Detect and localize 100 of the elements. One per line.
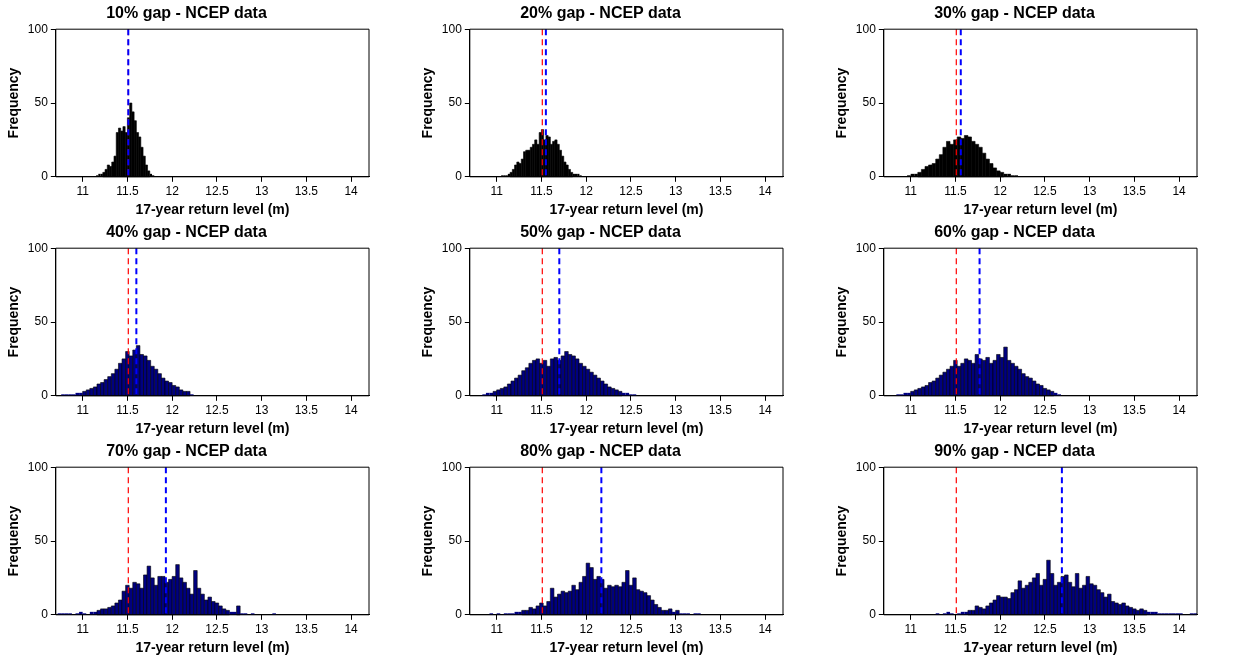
x-tick-label: 11 xyxy=(904,622,918,637)
x-axis-title: 17-year return level (m) xyxy=(135,201,290,218)
x-tick-label: 13.5 xyxy=(708,622,733,637)
x-tick-label: 14 xyxy=(1172,622,1187,637)
y-tick-label: 100 xyxy=(27,459,49,474)
x-tick-label: 14 xyxy=(1172,184,1187,199)
x-tick-label: 11.5 xyxy=(530,184,553,199)
x-tick-label: 11.5 xyxy=(116,403,139,418)
y-tick-label: 100 xyxy=(855,21,877,36)
y-tick-label: 50 xyxy=(862,95,877,110)
x-tick-label: 12 xyxy=(165,403,180,418)
x-tick-label: 13.5 xyxy=(1122,622,1147,637)
x-tick-label: 12.5 xyxy=(1033,184,1057,199)
chart-title: 10% gap - NCEP data xyxy=(106,4,267,22)
x-tick-label: 14 xyxy=(758,403,773,418)
y-tick-label: 50 xyxy=(448,95,463,110)
x-tick-label: 12 xyxy=(993,622,1008,637)
y-axis-title: Frequency xyxy=(5,505,22,577)
x-tick-label: 11.5 xyxy=(530,403,553,418)
y-tick-label: 50 xyxy=(862,533,877,548)
x-tick-label: 13 xyxy=(668,403,683,418)
y-tick-label: 0 xyxy=(869,388,877,403)
y-tick-label: 0 xyxy=(455,388,463,403)
y-tick-label: 100 xyxy=(27,240,49,255)
x-tick-label: 14 xyxy=(344,403,359,418)
x-tick-label: 13.5 xyxy=(1122,403,1147,418)
x-tick-label: 13 xyxy=(254,184,269,199)
x-tick-label: 13.5 xyxy=(294,184,319,199)
chart-title: 70% gap - NCEP data xyxy=(106,442,267,460)
y-tick-label: 0 xyxy=(41,607,49,622)
x-axis-title: 17-year return level (m) xyxy=(549,420,704,437)
x-tick-label: 13 xyxy=(668,184,683,199)
x-tick-label: 13.5 xyxy=(294,403,319,418)
x-axis-title: 17-year return level (m) xyxy=(135,420,290,437)
x-tick-label: 13 xyxy=(1082,184,1097,199)
x-tick-label: 12.5 xyxy=(205,622,229,637)
y-tick-label: 100 xyxy=(441,21,463,36)
y-axis-title: Frequency xyxy=(833,505,850,577)
x-tick-label: 11.5 xyxy=(116,622,139,637)
x-tick-label: 12 xyxy=(165,184,180,199)
x-tick-label: 11.5 xyxy=(944,184,967,199)
x-tick-label: 13 xyxy=(668,622,683,637)
x-tick-label: 12 xyxy=(579,622,594,637)
y-tick-label: 0 xyxy=(455,607,463,622)
y-tick-label: 100 xyxy=(441,240,463,255)
chart-title: 80% gap - NCEP data xyxy=(520,442,681,460)
x-tick-label: 13 xyxy=(1082,403,1097,418)
y-tick-label: 0 xyxy=(41,169,49,184)
x-tick-label: 12.5 xyxy=(619,403,643,418)
y-tick-label: 50 xyxy=(34,314,49,329)
x-axis-title: 17-year return level (m) xyxy=(963,639,1118,656)
x-tick-label: 12.5 xyxy=(1033,403,1057,418)
y-tick-label: 50 xyxy=(448,533,463,548)
x-tick-label: 12 xyxy=(993,184,1008,199)
x-tick-label: 12.5 xyxy=(619,622,643,637)
x-tick-label: 11 xyxy=(76,622,90,637)
y-axis-title: Frequency xyxy=(419,67,436,139)
y-tick-label: 0 xyxy=(869,607,877,622)
x-tick-label: 12 xyxy=(993,403,1008,418)
x-tick-label: 11 xyxy=(76,184,90,199)
x-tick-label: 11.5 xyxy=(944,622,967,637)
x-tick-label: 13.5 xyxy=(294,622,319,637)
x-axis-title: 17-year return level (m) xyxy=(549,201,704,218)
x-tick-label: 12.5 xyxy=(205,403,229,418)
x-tick-label: 13.5 xyxy=(708,184,733,199)
x-tick-label: 12.5 xyxy=(205,184,229,199)
y-tick-label: 50 xyxy=(448,314,463,329)
y-axis-title: Frequency xyxy=(833,67,850,139)
y-axis-title: Frequency xyxy=(833,286,850,358)
x-tick-label: 14 xyxy=(344,184,359,199)
x-tick-label: 11 xyxy=(490,184,504,199)
x-tick-label: 14 xyxy=(1172,403,1187,418)
x-tick-label: 13.5 xyxy=(1122,184,1147,199)
x-tick-label: 12 xyxy=(579,403,594,418)
x-tick-label: 13 xyxy=(1082,622,1097,637)
y-tick-label: 0 xyxy=(869,169,877,184)
y-tick-label: 100 xyxy=(855,459,877,474)
x-axis-title: 17-year return level (m) xyxy=(963,201,1118,218)
y-tick-label: 50 xyxy=(34,95,49,110)
y-tick-label: 0 xyxy=(455,169,463,184)
y-tick-label: 100 xyxy=(441,459,463,474)
y-tick-label: 50 xyxy=(34,533,49,548)
y-axis-title: Frequency xyxy=(419,286,436,358)
x-tick-label: 13.5 xyxy=(708,403,733,418)
x-tick-label: 13 xyxy=(254,622,269,637)
x-tick-label: 13 xyxy=(254,403,269,418)
x-tick-label: 11.5 xyxy=(116,184,139,199)
x-tick-label: 11 xyxy=(76,403,90,418)
x-tick-label: 14 xyxy=(758,184,773,199)
x-tick-label: 14 xyxy=(344,622,359,637)
x-tick-label: 11.5 xyxy=(530,622,553,637)
y-tick-label: 50 xyxy=(862,314,877,329)
chart-title: 90% gap - NCEP data xyxy=(934,442,1095,460)
chart-title: 20% gap - NCEP data xyxy=(520,4,681,22)
chart-title: 30% gap - NCEP data xyxy=(934,4,1095,22)
y-axis-title: Frequency xyxy=(5,67,22,139)
x-tick-label: 11 xyxy=(490,622,504,637)
x-tick-label: 11 xyxy=(904,403,918,418)
x-axis-title: 17-year return level (m) xyxy=(135,639,290,656)
x-tick-label: 12 xyxy=(165,622,180,637)
